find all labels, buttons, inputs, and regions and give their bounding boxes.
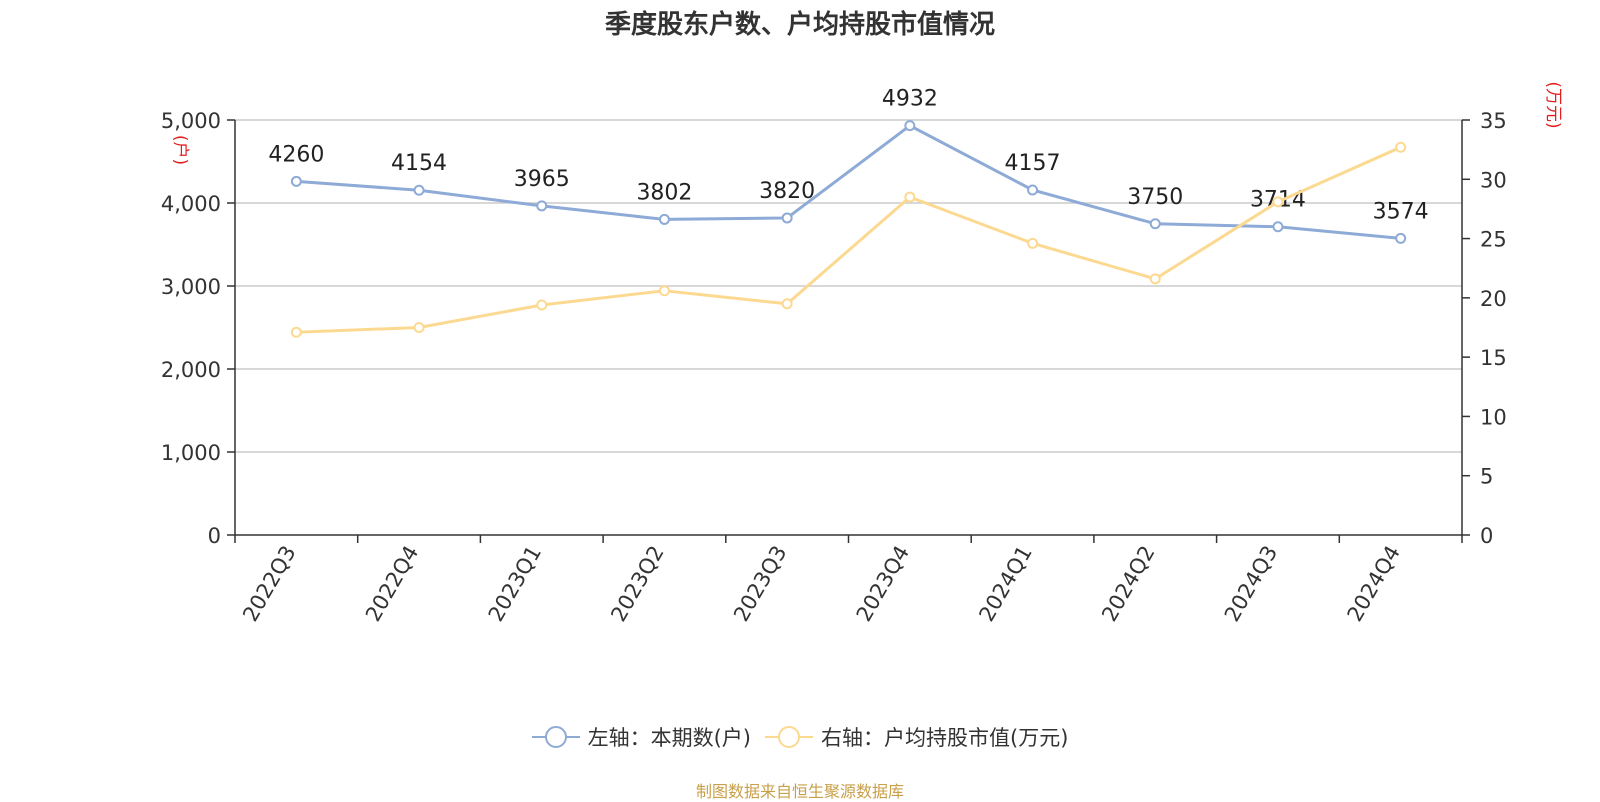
chart-title: 季度股东户数、户均持股市值情况 xyxy=(604,10,995,40)
y-left-tick-label: 1,000 xyxy=(161,441,221,465)
data-label: 3802 xyxy=(636,180,692,205)
data-point-left xyxy=(1149,218,1161,230)
y-left-tick-label: 3,000 xyxy=(161,275,221,299)
x-tick-label: 2023Q1 xyxy=(484,542,546,626)
data-label: 3574 xyxy=(1373,199,1429,224)
data-point-right xyxy=(904,191,916,203)
data-label: 3820 xyxy=(759,179,815,204)
data-point-right xyxy=(536,299,548,311)
x-tick-label: 2022Q4 xyxy=(361,542,423,626)
y-left-tick-label: 2,000 xyxy=(161,358,221,382)
y-right-tick-label: 15 xyxy=(1480,346,1507,370)
y-right-tick-label: 20 xyxy=(1480,287,1507,311)
legend-item-left-series[interactable]: 左轴：本期数(户) xyxy=(531,722,751,752)
data-label: 4260 xyxy=(268,142,324,167)
y-left-tick-label: 5,000 xyxy=(161,109,221,133)
legend-label-left-series: 左轴：本期数(户) xyxy=(587,726,751,750)
x-tick-label: 2024Q1 xyxy=(974,542,1036,626)
legend-item-right-series[interactable]: 右轴：户均持股市值(万元) xyxy=(765,722,1068,752)
data-label: 3965 xyxy=(514,167,570,192)
source-note: 制图数据来自恒生聚源数据库 xyxy=(695,782,904,801)
legend-line-circle-icon xyxy=(765,725,813,749)
y-right-axis-label: (万元) xyxy=(1543,81,1563,128)
data-point-left xyxy=(1027,184,1039,196)
data-point-right xyxy=(1272,196,1284,208)
data-point-right xyxy=(781,298,793,310)
data-point-right xyxy=(290,326,302,338)
data-label: 4154 xyxy=(391,151,447,176)
data-point-left xyxy=(904,120,916,132)
x-tick-label: 2023Q3 xyxy=(729,542,791,626)
y-right-tick-label: 35 xyxy=(1480,109,1507,133)
data-point-left xyxy=(1395,232,1407,244)
series-line-right xyxy=(296,145,1402,334)
x-tick-label: 2023Q4 xyxy=(852,542,914,626)
y-left-tick-label: 0 xyxy=(208,524,221,548)
y-right-tick-label: 30 xyxy=(1480,168,1507,192)
data-point-left xyxy=(536,200,548,212)
y-left-tick-label: 4,000 xyxy=(161,192,221,216)
x-tick-label: 2024Q2 xyxy=(1097,542,1159,626)
x-tick-label: 2023Q2 xyxy=(606,542,668,626)
legend-label-right-series: 右轴：户均持股市值(万元) xyxy=(821,726,1069,750)
data-point-right xyxy=(413,322,425,333)
series-line-left xyxy=(296,123,1401,240)
data-point-right xyxy=(1395,141,1407,153)
data-point-left xyxy=(290,175,302,187)
data-point-right xyxy=(658,285,670,297)
legend-line-circle-icon xyxy=(531,725,580,749)
y-right-tick-label: 10 xyxy=(1480,405,1507,429)
data-label: 4157 xyxy=(1005,151,1061,176)
data-point-right xyxy=(1027,237,1039,249)
data-label: 3750 xyxy=(1127,185,1183,210)
x-tick-label: 2024Q4 xyxy=(1343,542,1405,626)
x-tick-label: 2022Q3 xyxy=(238,542,300,626)
data-point-left xyxy=(658,213,670,225)
data-point-right xyxy=(1149,273,1161,285)
y-right-tick-label: 25 xyxy=(1480,228,1507,252)
y-left-axis-label: (户) xyxy=(170,135,190,165)
y-right-tick-label: 0 xyxy=(1480,524,1493,548)
legend: 左轴：本期数(户) 右轴：户均持股市值(万元) xyxy=(0,722,1600,752)
data-point-left xyxy=(413,184,425,196)
data-point-left xyxy=(1272,221,1284,233)
data-point-left xyxy=(781,212,793,224)
data-label: 4932 xyxy=(882,87,938,112)
x-tick-label: 2024Q3 xyxy=(1220,542,1282,626)
y-right-tick-label: 5 xyxy=(1480,465,1493,489)
